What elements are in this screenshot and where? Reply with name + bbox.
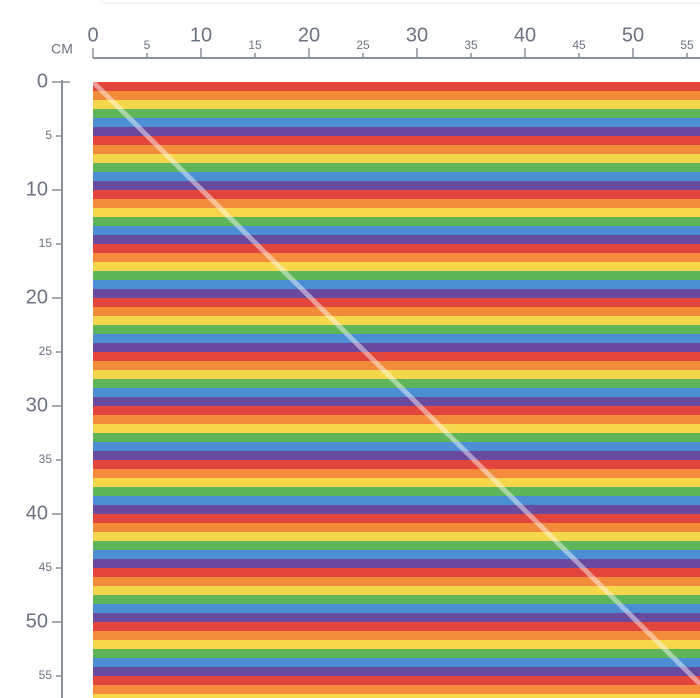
stripe [93, 415, 700, 425]
stripe [93, 181, 700, 191]
stripe [93, 550, 700, 560]
stripe [93, 676, 700, 686]
stripe [93, 604, 700, 614]
stripe [93, 334, 700, 344]
stripe [93, 487, 700, 497]
top-tick-label: 45 [572, 38, 586, 52]
stripe [93, 325, 700, 335]
stripe [93, 208, 700, 218]
stripe [93, 253, 700, 263]
top-tick-label: 5 [144, 38, 151, 52]
stripe [93, 631, 700, 641]
left-tick-label: 55 [39, 668, 53, 682]
stripe [93, 559, 700, 569]
stripe [93, 289, 700, 299]
stripe [93, 352, 700, 362]
stripe [93, 622, 700, 632]
stripe [93, 577, 700, 587]
stripe [93, 91, 700, 101]
stripe [93, 361, 700, 371]
stripe [93, 136, 700, 146]
stripe [93, 424, 700, 434]
stripe [93, 262, 700, 272]
stripe [93, 118, 700, 128]
stripe [93, 235, 700, 245]
stripe [93, 460, 700, 470]
stripe [93, 478, 700, 488]
stripe [93, 280, 700, 290]
stripe [93, 685, 700, 695]
top-panel-edge [100, 0, 700, 4]
left-tick-label: 45 [39, 560, 53, 574]
stripe [93, 226, 700, 236]
stripe [93, 433, 700, 443]
stripe [93, 217, 700, 227]
stripe [93, 442, 700, 452]
stripe [93, 541, 700, 551]
stripe [93, 523, 700, 533]
stripe [93, 694, 700, 698]
left-tick-label: 30 [26, 394, 48, 416]
diagonal-fold [91, 80, 700, 686]
stripe [93, 244, 700, 254]
left-tick-label: 20 [26, 286, 48, 308]
stripe [93, 586, 700, 596]
stripe [93, 595, 700, 605]
top-tick-label: 30 [406, 24, 428, 46]
stripe [93, 298, 700, 308]
rainbow-fabric [93, 82, 700, 698]
stripe [93, 379, 700, 389]
stripe [93, 82, 700, 92]
stripe [93, 451, 700, 461]
top-tick-label: 20 [298, 24, 320, 46]
top-tick-label: 50 [622, 24, 644, 46]
left-tick-label: 35 [39, 452, 53, 466]
top-tick-label: 40 [514, 24, 536, 46]
left-tick-label: 5 [45, 128, 52, 142]
stripe [93, 505, 700, 515]
stripe [93, 658, 700, 668]
stripe [93, 532, 700, 542]
stripe [93, 163, 700, 173]
stripe [93, 271, 700, 281]
stripe [93, 469, 700, 479]
stripe [93, 496, 700, 506]
top-tick-label: 15 [248, 38, 262, 52]
stripe [93, 316, 700, 326]
stripe [93, 370, 700, 380]
stripe [93, 172, 700, 182]
stripe [93, 649, 700, 659]
stripe [93, 199, 700, 209]
stripe [93, 100, 700, 110]
top-tick-label: 35 [464, 38, 478, 52]
stripe [93, 307, 700, 317]
stripe [93, 397, 700, 407]
left-tick-label: 25 [39, 344, 53, 358]
top-tick-label: 0 [87, 24, 98, 46]
stripe [93, 406, 700, 416]
left-tick-label: 15 [39, 236, 53, 250]
top-tick-label: 10 [190, 24, 212, 46]
unit-label: CM [51, 41, 73, 57]
top-tick-label: 55 [680, 38, 694, 52]
stripe [93, 514, 700, 524]
stripe [93, 109, 700, 119]
stripe [93, 640, 700, 650]
left-tick-label: 0 [37, 70, 48, 92]
stripe [93, 388, 700, 398]
stripe [93, 667, 700, 677]
stripe [93, 190, 700, 200]
stripe [93, 343, 700, 353]
left-tick-label: 10 [26, 178, 48, 200]
left-tick-label: 40 [26, 502, 48, 524]
stripe [93, 613, 700, 623]
top-tick-label: 25 [356, 38, 370, 52]
stripe [93, 568, 700, 578]
stripe [93, 154, 700, 164]
stripe [93, 127, 700, 137]
stripe [93, 145, 700, 155]
left-tick-label: 50 [26, 610, 48, 632]
